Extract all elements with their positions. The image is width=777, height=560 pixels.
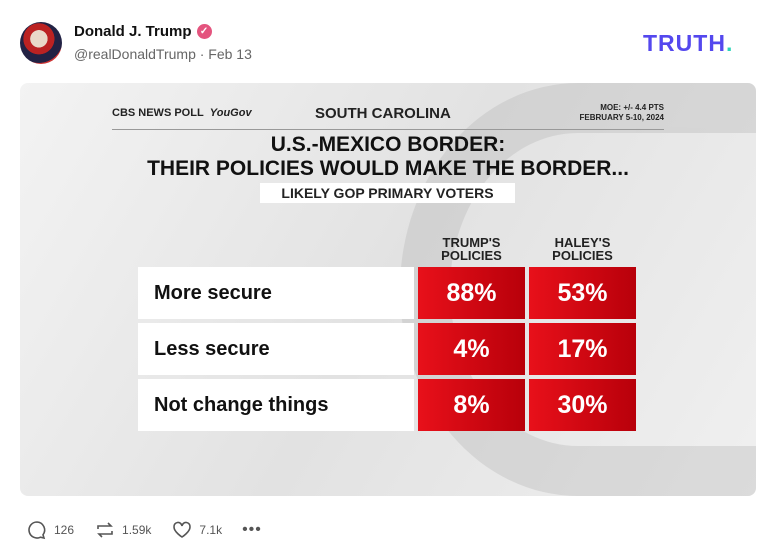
source-text: CBS NEWS POLL [112, 107, 204, 119]
poll-meta: MOE: +/- 4.4 PTS FEBRUARY 5-10, 2024 [580, 103, 664, 123]
logo-text: TRUTH [643, 30, 726, 56]
row-label: Less secure [138, 323, 414, 375]
like-count[interactable]: 7.1k [199, 523, 223, 537]
divider [112, 129, 664, 130]
poll-source: CBS NEWS POLL YouGov [112, 107, 252, 119]
poll-region: SOUTH CAROLINA [315, 105, 451, 122]
author-name[interactable]: Donald J. Trump ✓ [74, 23, 212, 40]
poll-subtitle: LIKELY GOP PRIMARY VOTERS [260, 183, 515, 203]
trump-value: 4% [418, 323, 525, 375]
trump-value: 8% [418, 379, 525, 431]
check-badge-icon: ✓ [196, 24, 212, 39]
post-image[interactable]: CBS NEWS POLL YouGov SOUTH CAROLINA MOE:… [20, 83, 756, 496]
repost-count[interactable]: 1.59k [122, 523, 152, 537]
column-header-haley: HALEY'S POLICIES [552, 235, 613, 263]
avatar[interactable] [20, 22, 62, 64]
dates: FEBRUARY 5-10, 2024 [579, 113, 664, 122]
truth-logo: TRUTH. [643, 30, 733, 57]
title-line-2: THEIR POLICIES WOULD MAKE THE BORDER... [147, 157, 629, 180]
title-line-1: U.S.-MEXICO BORDER: [270, 133, 506, 156]
author-name-text: Donald J. Trump [74, 23, 192, 40]
reply-icon[interactable] [26, 519, 48, 541]
poll-title: U.S.-MEXICO BORDER: THEIR POLICIES WOULD … [20, 133, 756, 181]
post-actions: 126 1.59k 7.1k ••• [26, 519, 276, 541]
logo-dot: . [725, 30, 734, 56]
reply-count[interactable]: 126 [54, 523, 75, 537]
author-handle: @realDonaldTrump · Feb 13 [74, 46, 252, 62]
row-label: Not change things [138, 379, 414, 431]
column-header-trump: TRUMP'S POLICIES [441, 235, 502, 263]
haley-value: 53% [529, 267, 636, 319]
trump-value: 88% [418, 267, 525, 319]
haley-value: 17% [529, 323, 636, 375]
repost-icon[interactable] [94, 519, 116, 541]
partner-text: YouGov [209, 107, 252, 119]
haley-value: 30% [529, 379, 636, 431]
heart-icon[interactable] [171, 519, 193, 541]
moe: MOE: +/- 4.4 PTS [600, 103, 664, 112]
row-label: More secure [138, 267, 414, 319]
more-options-icon[interactable]: ••• [242, 521, 262, 538]
